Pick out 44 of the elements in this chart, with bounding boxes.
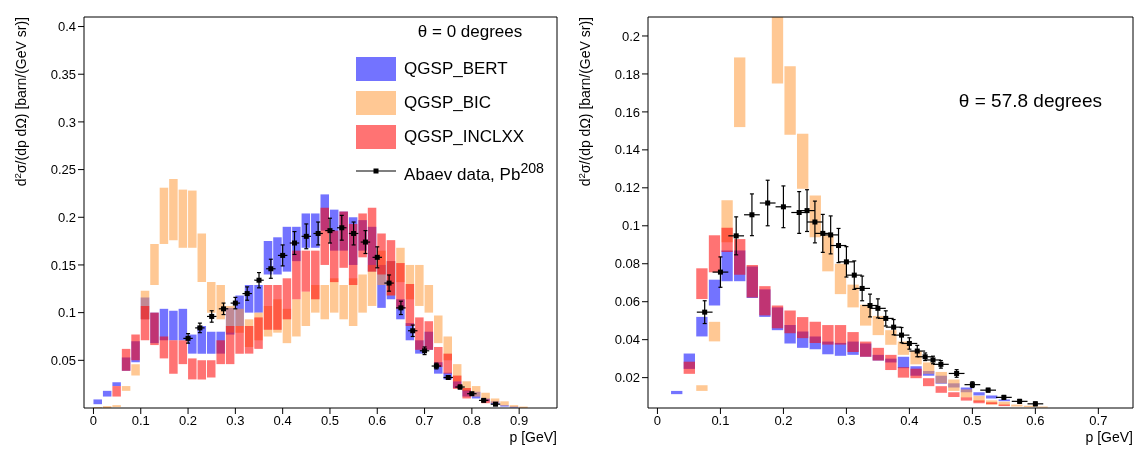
y-tick-label: 0.2 (621, 28, 640, 44)
x-tick-label: 0 (89, 413, 98, 429)
y-tick-label: 0.12 (614, 180, 640, 196)
x-tick-label: 0.1 (131, 413, 150, 429)
y-tick-label: 0.4 (57, 19, 76, 35)
y-tick-label: 0.02 (614, 370, 640, 386)
y-tick-label: 0.25 (50, 162, 76, 178)
x-tick-label: 0.3 (837, 413, 856, 429)
x-tick-label: 0.4 (900, 413, 919, 429)
y-tick-label: 0.15 (50, 257, 76, 273)
x-tick-label: 0.2 (179, 413, 198, 429)
y-tick-label: 0.35 (50, 66, 76, 82)
y-tick-label: 0.2 (57, 209, 76, 225)
x-tick-label: 0.1 (711, 413, 730, 429)
x-tick-label: 0 (653, 413, 662, 429)
x-axis-title: p [GeV] (1085, 429, 1133, 445)
legend-label: QGSP_INCLXX (404, 127, 525, 147)
y-tick-label: 0.06 (614, 294, 640, 310)
legend-label: QGSP_BIC (404, 93, 492, 113)
y-tick-label: 0.08 (614, 256, 640, 272)
x-tick-label: 0.5 (320, 413, 339, 429)
x-tick-label: 0.3 (226, 413, 245, 429)
x-tick-label: 0.7 (415, 413, 434, 429)
legend-label: QGSP_BERT (404, 59, 508, 79)
x-tick-label: 0.5 (963, 413, 982, 429)
y-tick-label: 0.1 (621, 218, 640, 234)
y-tick-label: 0.14 (614, 142, 640, 158)
x-tick-label: 0.9 (510, 413, 529, 429)
x-tick-label: 0.4 (273, 413, 292, 429)
y-tick-label: 0.3 (57, 114, 76, 130)
legend-title: θ = 0 degrees (416, 22, 524, 42)
y-tick-label: 0.18 (614, 66, 640, 82)
y-tick-label: 0.16 (614, 104, 640, 120)
y-tick-label: 0.1 (57, 305, 76, 321)
y-tick-label: 0.05 (50, 352, 76, 368)
x-tick-label: 0.8 (462, 413, 481, 429)
annotation: θ = 57.8 degrees (958, 90, 1102, 112)
x-tick-label: 0.7 (1089, 413, 1108, 429)
legend-label: Abaev data, Pb$^{208}$ (404, 158, 544, 185)
x-tick-label: 0.6 (368, 413, 387, 429)
x-tick-label: 0.2 (774, 413, 793, 429)
x-tick-label: 0.6 (1026, 413, 1045, 429)
y-tick-label: 0.04 (614, 332, 640, 348)
x-axis-title: p [GeV] (509, 429, 557, 445)
